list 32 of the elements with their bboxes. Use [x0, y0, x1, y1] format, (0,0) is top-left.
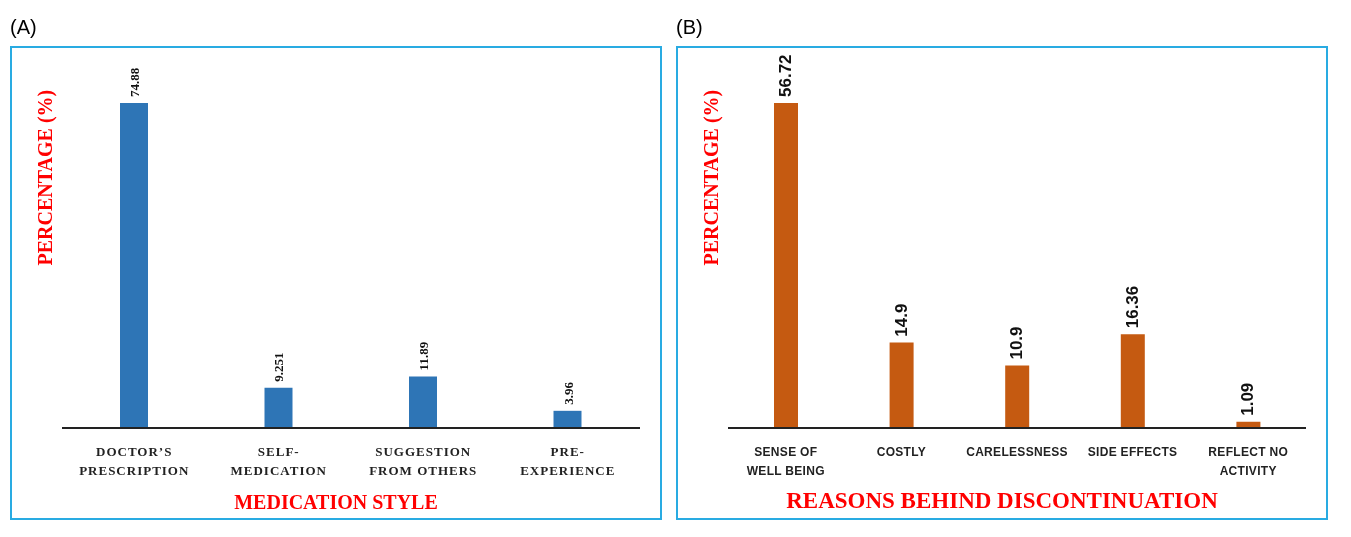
- bar: [1005, 365, 1030, 428]
- x-tick-label: SENSE OF WELL BEING: [746, 445, 825, 478]
- y-axis-title: PERCENTAGE (%): [34, 89, 58, 266]
- x-tick-label: COSTLY: [876, 445, 927, 459]
- data-label: 1.09: [1238, 382, 1258, 416]
- bar: [120, 103, 148, 428]
- bar: [553, 410, 582, 428]
- data-label: 3.96: [560, 381, 576, 405]
- data-label: 9.251: [271, 352, 287, 382]
- x-axis-title: MEDICATION STYLE: [233, 491, 439, 514]
- bar: [409, 376, 437, 428]
- x-tick-label: DOCTOR’S PRESCRIPTION: [79, 444, 190, 478]
- data-label: 56.72: [776, 54, 795, 97]
- data-label: 16.36: [1122, 285, 1142, 329]
- bar: [889, 342, 914, 428]
- x-tick-label: CARELESSNESS: [966, 445, 1068, 459]
- chart-title: (B): [676, 15, 704, 40]
- x-axis-title: REASONS BEHIND DISCONTINUATION: [785, 488, 1219, 514]
- x-tick-label: SIDE EFFECTS: [1087, 445, 1178, 459]
- bar: [1120, 334, 1145, 428]
- bar: [264, 387, 293, 428]
- x-tick-label: SELF-MEDICATION: [230, 444, 327, 478]
- data-label: 74.88: [127, 67, 142, 97]
- chart-title: (A): [10, 15, 38, 40]
- x-tick-label: SUGGESTION FROM OTHERS: [369, 444, 478, 478]
- data-label: 11.89: [416, 341, 431, 371]
- bar: [774, 103, 798, 428]
- data-label: 10.9: [1007, 326, 1027, 360]
- x-tick-label: PRE-EXPERIENCE: [520, 444, 616, 478]
- y-axis-title: PERCENTAGE (%): [700, 89, 724, 266]
- x-tick-label: REFLECT NO ACTIVITY: [1208, 445, 1289, 478]
- data-label: 14.9: [891, 303, 911, 337]
